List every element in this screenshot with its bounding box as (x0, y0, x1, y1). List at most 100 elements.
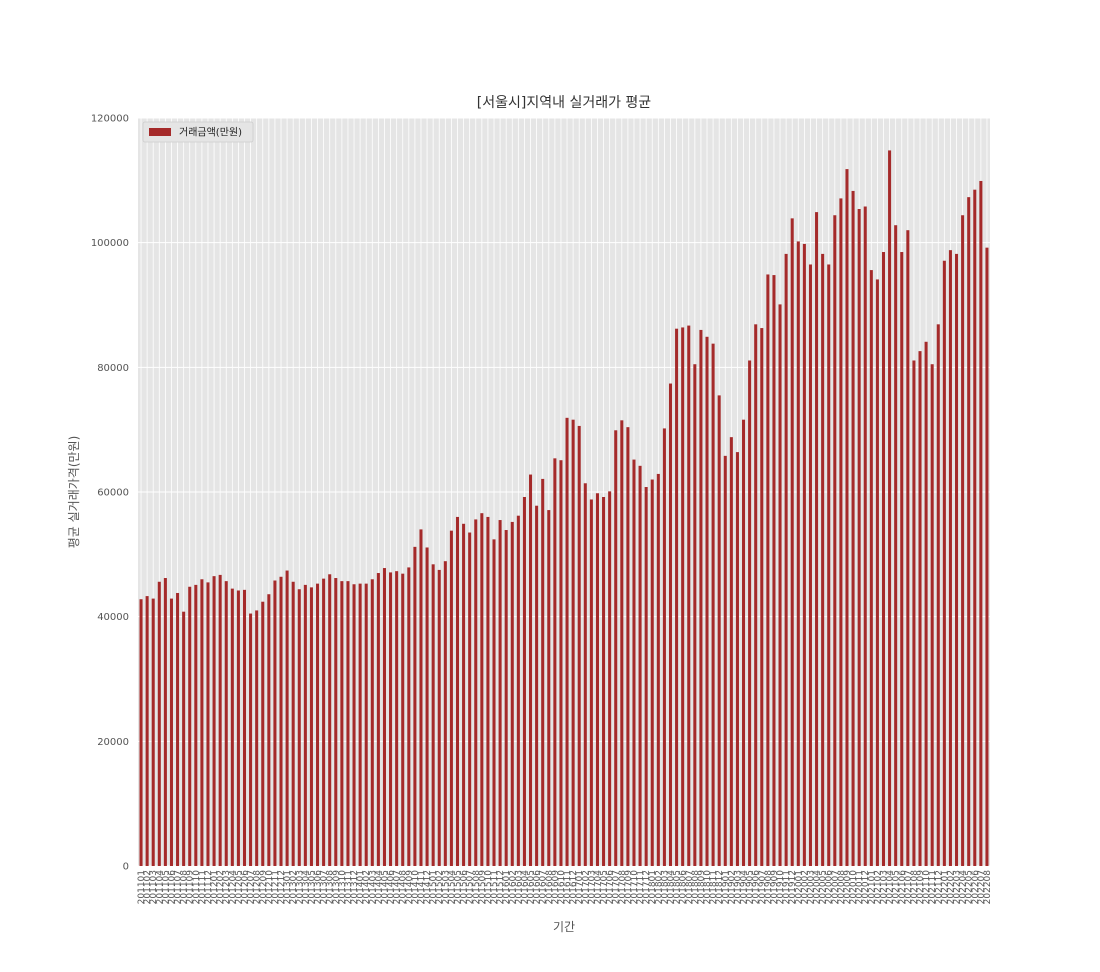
bar-201508 (474, 519, 478, 866)
bar-201706 (608, 491, 612, 866)
bar-201705 (602, 496, 606, 866)
x-tick-label: 201807 (685, 870, 695, 904)
x-tick-label: 202006 (825, 870, 835, 905)
x-tick-label: 201707 (612, 870, 622, 904)
x-tick-label: 201702 (581, 870, 591, 904)
x-tick-label: 201202 (216, 870, 226, 904)
bar-201402 (364, 583, 368, 866)
bar-202008 (839, 198, 843, 866)
y-tick-label: 100000 (91, 238, 129, 249)
x-tick-label: 201601 (502, 870, 512, 904)
bar-201611 (565, 417, 569, 866)
x-tick-label: 201402 (362, 870, 372, 904)
x-tick-label: 202011 (855, 870, 865, 904)
bar-202006 (827, 264, 831, 867)
y-axis-label: 평균 실거래가격(만원) (67, 436, 81, 549)
bar-202101 (869, 270, 873, 867)
bar-202109 (918, 351, 922, 866)
x-tick-label: 201401 (356, 870, 366, 904)
bar-202203 (955, 253, 959, 866)
bar-201911 (784, 253, 788, 866)
bar-202005 (821, 253, 825, 866)
x-tick-label: 201412 (423, 870, 433, 904)
x-tick-label: 202112 (934, 870, 944, 904)
bar-201303 (297, 589, 301, 866)
bar-201306 (316, 583, 320, 866)
x-tick-label: 202101 (867, 870, 877, 904)
bar-201104 (157, 581, 161, 866)
x-tick-label: 202205 (965, 870, 975, 904)
x-tick-label: 201701 (575, 870, 585, 904)
y-tick-label: 120000 (91, 114, 129, 125)
bar-202003 (808, 264, 812, 867)
bar-201401 (358, 583, 362, 866)
bar-201609 (553, 458, 557, 866)
x-tick-label: 201510 (484, 870, 494, 905)
y-tick-label: 0 (123, 862, 129, 873)
x-tick-label: 202107 (904, 870, 914, 904)
x-tick-label: 202206 (971, 870, 981, 905)
x-tick-label: 201509 (478, 870, 488, 905)
x-tick-label: 202102 (873, 870, 883, 904)
bar-201204 (230, 588, 234, 866)
x-tick-label: 201806 (679, 870, 689, 905)
bar-201802 (656, 473, 660, 866)
bar-201208 (255, 610, 259, 866)
bar-201711 (638, 465, 642, 866)
bar-201302 (291, 581, 295, 866)
bar-201809 (699, 329, 703, 866)
bar-202208 (985, 247, 989, 866)
x-tick-label: 201706 (606, 870, 616, 905)
bar-201805 (675, 328, 679, 866)
bar-201704 (595, 493, 599, 866)
bar-201912 (790, 218, 794, 867)
bar-201111 (200, 579, 204, 866)
x-tick-label: 202012 (861, 870, 871, 904)
x-tick-label: 201403 (368, 870, 378, 904)
x-tick-label: 201112 (204, 870, 214, 904)
x-tick-label: 201803 (660, 870, 670, 904)
bar-201710 (632, 459, 636, 866)
bar-201310 (340, 581, 344, 866)
bar-201905 (748, 360, 752, 866)
x-tick-label: 202001 (794, 870, 804, 904)
bar-201901 (723, 455, 727, 866)
bar-202111 (930, 364, 934, 866)
x-tick-label: 201811 (709, 870, 719, 904)
x-tick-label: 201705 (600, 870, 610, 904)
x-tick-label: 201408 (399, 870, 409, 905)
x-tick-label: 201404 (374, 870, 384, 905)
bar-202004 (815, 212, 819, 866)
x-tick-label: 201103 (149, 870, 159, 904)
x-tick-label: 201606 (533, 870, 543, 905)
x-tick-label: 202105 (892, 870, 902, 904)
x-tick-label: 201609 (551, 870, 561, 905)
x-tick-label: 201311 (344, 870, 354, 904)
bar-201501 (431, 564, 435, 866)
bar-201510 (486, 516, 490, 866)
bar-201107 (176, 592, 180, 866)
x-tick-label: 201305 (307, 870, 317, 904)
x-tick-label: 201607 (539, 870, 549, 904)
x-tick-label: 202005 (819, 870, 829, 904)
bar-202107 (906, 230, 910, 866)
bar-201301 (285, 570, 289, 866)
x-tick-label: 201105 (161, 870, 171, 904)
x-tick-label: 201612 (569, 870, 579, 904)
bar-201312 (352, 584, 356, 866)
x-tick-label: 201912 (788, 870, 798, 904)
x-tick-label: 201505 (454, 870, 464, 904)
x-tick-label: 201810 (703, 870, 713, 905)
bar-201812 (717, 395, 721, 866)
x-tick-label: 201207 (247, 870, 257, 904)
bar-201909 (772, 275, 776, 867)
x-tick-label: 201805 (673, 870, 683, 904)
bar-201212 (279, 576, 283, 866)
x-tick-label: 201307 (320, 870, 330, 904)
bar-202102 (875, 279, 879, 866)
x-tick-label: 201901 (721, 870, 731, 904)
x-tick-label: 201809 (697, 870, 707, 905)
x-tick-label: 201209 (259, 870, 269, 905)
legend-swatch (149, 128, 171, 136)
bar-202205 (967, 197, 971, 866)
